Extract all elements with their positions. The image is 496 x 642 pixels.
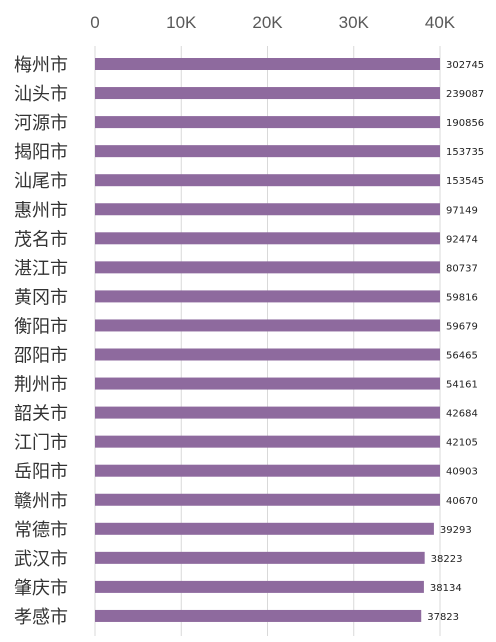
bar [95,348,440,361]
category-label: 湛江市 [14,258,68,279]
x-tick-label: 40K [425,13,456,32]
category-label: 河源市 [14,113,68,134]
data-label: 97149 [446,205,478,216]
category-label: 汕头市 [14,84,68,105]
data-label: 42105 [446,438,478,449]
bar [95,435,440,448]
category-label: 荆州市 [14,375,68,396]
gridlines [94,46,441,636]
bar [95,145,440,158]
category-label: 惠州市 [14,200,68,221]
data-label: 302745 [446,60,484,71]
data-label: 153735 [446,147,484,158]
data-label: 153545 [446,176,484,187]
bar [95,87,440,100]
data-label: 40903 [446,467,478,478]
category-label: 孝感市 [14,607,68,628]
bar [95,290,440,303]
data-label: 239087 [446,89,484,100]
category-label: 揭阳市 [14,142,68,163]
data-label: 38223 [431,554,463,565]
category-label: 岳阳市 [14,462,68,483]
data-labels: 302745 239087 190856 153735 153545 97149 92474… [427,60,484,623]
data-label: 39293 [440,525,472,536]
category-label: 邵阳市 [14,346,68,367]
bar [95,58,440,70]
bar [95,261,440,274]
category-label: 汕尾市 [14,171,68,192]
category-label: 梅州市 [14,55,68,76]
category-label: 韶关市 [14,404,68,425]
x-axis-ticks: 0 10K 20K 30K 40K [90,13,456,32]
data-label: 92474 [446,234,478,245]
bar [95,522,434,535]
category-label: 赣州市 [14,491,68,512]
bar [95,377,440,390]
category-labels: 梅州市汕头市河源市揭阳市汕尾市惠州市茂名市湛江市黄冈市衡阳市邵阳市荆州市韶关市江… [14,55,68,628]
bar [95,406,440,419]
data-label: 38134 [430,583,462,594]
category-label: 茂名市 [14,229,68,250]
data-label: 80737 [446,263,478,274]
data-label: 56465 [446,351,478,362]
bars [95,58,440,622]
category-label: 肇庆市 [14,578,68,599]
data-label: 54161 [446,380,478,391]
data-label: 59816 [446,292,478,303]
category-label: 衡阳市 [14,316,68,337]
bar [95,580,424,593]
category-label: 黄冈市 [14,287,68,308]
bar [95,116,440,129]
bar [95,609,422,622]
bar [95,464,440,477]
bar [95,551,425,564]
category-label: 江门市 [14,433,68,454]
bar [95,232,440,245]
bar [95,319,440,332]
data-label: 42684 [446,409,478,420]
data-label: 59679 [446,321,478,332]
bar [95,174,440,187]
x-tick-label: 0 [90,13,99,32]
data-label: 40670 [446,496,478,507]
category-label: 常德市 [14,520,68,541]
bar [95,203,440,216]
data-label: 190856 [446,118,484,129]
x-tick-label: 20K [252,13,283,32]
data-label: 37823 [427,612,459,623]
x-tick-label: 10K [166,13,197,32]
bar [95,493,440,506]
x-tick-label: 30K [339,13,370,32]
category-label: 武汉市 [14,549,68,570]
